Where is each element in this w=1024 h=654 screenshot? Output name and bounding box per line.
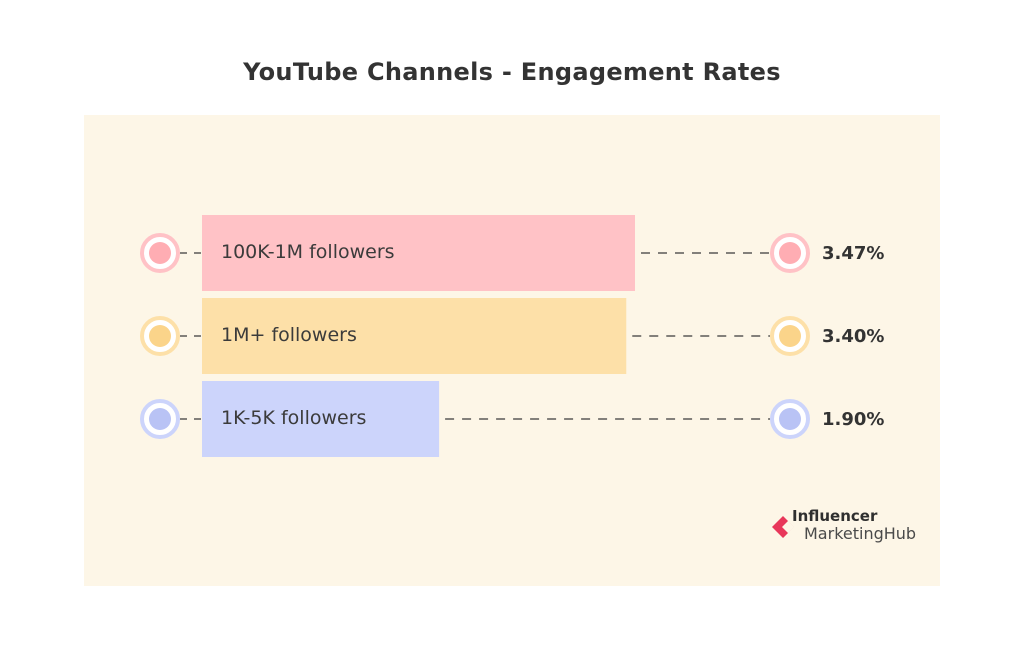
bar-category-label-2: 1K-5K followers [221, 407, 367, 429]
bar-value-label-1: 3.40% [822, 326, 885, 347]
bar-category-label-1: 1M+ followers [221, 324, 357, 346]
bar-value-label-0: 3.47% [822, 243, 885, 264]
marker-dot-right-1 [779, 325, 801, 347]
marker-dot-left-2 [149, 408, 171, 430]
marker-dot-right-0 [779, 242, 801, 264]
marker-dot-left-0 [149, 242, 171, 264]
bar-2 [202, 381, 440, 457]
logo-mark-icon [772, 516, 794, 538]
logo-text-influencer: Influencer [792, 507, 878, 525]
bar-0 [202, 215, 635, 291]
bar-value-label-2: 1.90% [822, 409, 885, 430]
influencer-marketing-hub-logo: Influencer MarketingHub [770, 508, 930, 546]
chart-title: YouTube Channels - Engagement Rates [243, 58, 781, 86]
marker-dot-left-1 [149, 325, 171, 347]
logo-text-marketinghub: MarketingHub [804, 524, 917, 543]
bar-category-label-0: 100K-1M followers [221, 241, 395, 263]
bar-1 [202, 298, 627, 374]
marker-dot-right-2 [779, 408, 801, 430]
